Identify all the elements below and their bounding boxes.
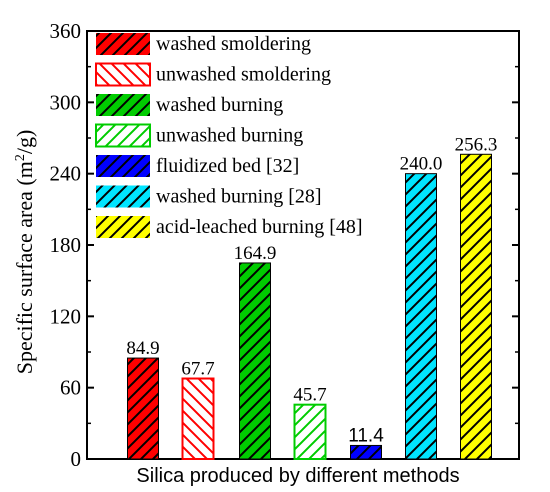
data-label: 84.9 — [126, 338, 159, 359]
legend-item: washed burning — [96, 94, 283, 116]
legend-swatch-hatch — [95, 62, 151, 87]
bar-hatch — [239, 262, 271, 460]
legend-label: fluidized bed [32] — [156, 155, 299, 177]
data-label: 164.9 — [234, 243, 277, 264]
y-axis-title: Specific surface area (m2/g) — [12, 130, 37, 375]
legend-swatch-hatch — [96, 94, 150, 116]
legend-swatch-hatch — [96, 155, 150, 177]
legend-item: unwashed burning — [95, 123, 303, 148]
data-label: 45.7 — [293, 385, 326, 406]
y-tick-label: 180 — [50, 233, 82, 257]
legend-swatch-hatch — [95, 123, 151, 148]
legend-item: fluidized bed [32] — [96, 155, 299, 177]
bar-group: 11.4 — [348, 425, 384, 460]
bar-hatch — [460, 153, 492, 460]
bar-hatch — [127, 357, 159, 460]
bar-group: 67.7 — [181, 359, 215, 460]
bar-group: 84.9 — [126, 338, 160, 460]
y-tick-label: 0 — [71, 447, 82, 471]
legend-label: unwashed smoldering — [156, 64, 331, 86]
legend-label: washed smoldering — [156, 33, 311, 55]
legend-swatch-hatch — [96, 33, 150, 55]
legend-label: acid-leached burning [48] — [156, 216, 363, 238]
bar-group: 240.0 — [400, 154, 443, 460]
bar-hatch — [181, 377, 215, 460]
legend-swatch-hatch — [96, 185, 150, 208]
bar-group: 256.3 — [455, 134, 498, 460]
bar-group: 45.7 — [293, 385, 327, 461]
legend-item: acid-leached burning [48] — [96, 216, 363, 238]
legend-swatch-hatch — [96, 216, 150, 238]
legend-item: washed smoldering — [96, 33, 311, 55]
y-tick-label: 60 — [60, 376, 81, 400]
bar-hatch — [405, 173, 437, 460]
legend-item: washed burning [28] — [96, 185, 322, 208]
data-label: 256.3 — [455, 134, 498, 155]
legend-item: unwashed smoldering — [95, 62, 331, 87]
y-tick-label: 240 — [50, 162, 82, 186]
legend: washed smoldering unwashed smoldering wash… — [95, 33, 363, 238]
bars-group: 84.9 67.7 164.9 45.7 11.4 240.0 256.3 — [126, 134, 498, 461]
y-axis: 0 60 120 180 240 300 360 — [50, 19, 519, 471]
data-label: 67.7 — [181, 359, 214, 380]
data-label: 11.4 — [348, 425, 384, 446]
legend-label: washed burning — [156, 94, 283, 116]
bar-group: 164.9 — [234, 243, 277, 460]
legend-label: unwashed burning — [156, 125, 303, 147]
y-tick-label: 300 — [50, 90, 82, 114]
data-label: 240.0 — [400, 154, 443, 175]
legend-label: washed burning [28] — [156, 186, 322, 208]
y-tick-label: 120 — [50, 304, 82, 328]
bar-hatch — [293, 403, 327, 461]
bar-hatch — [350, 444, 382, 460]
x-axis-title: Silica produced by different methods — [136, 465, 459, 487]
y-tick-label: 360 — [50, 19, 82, 43]
